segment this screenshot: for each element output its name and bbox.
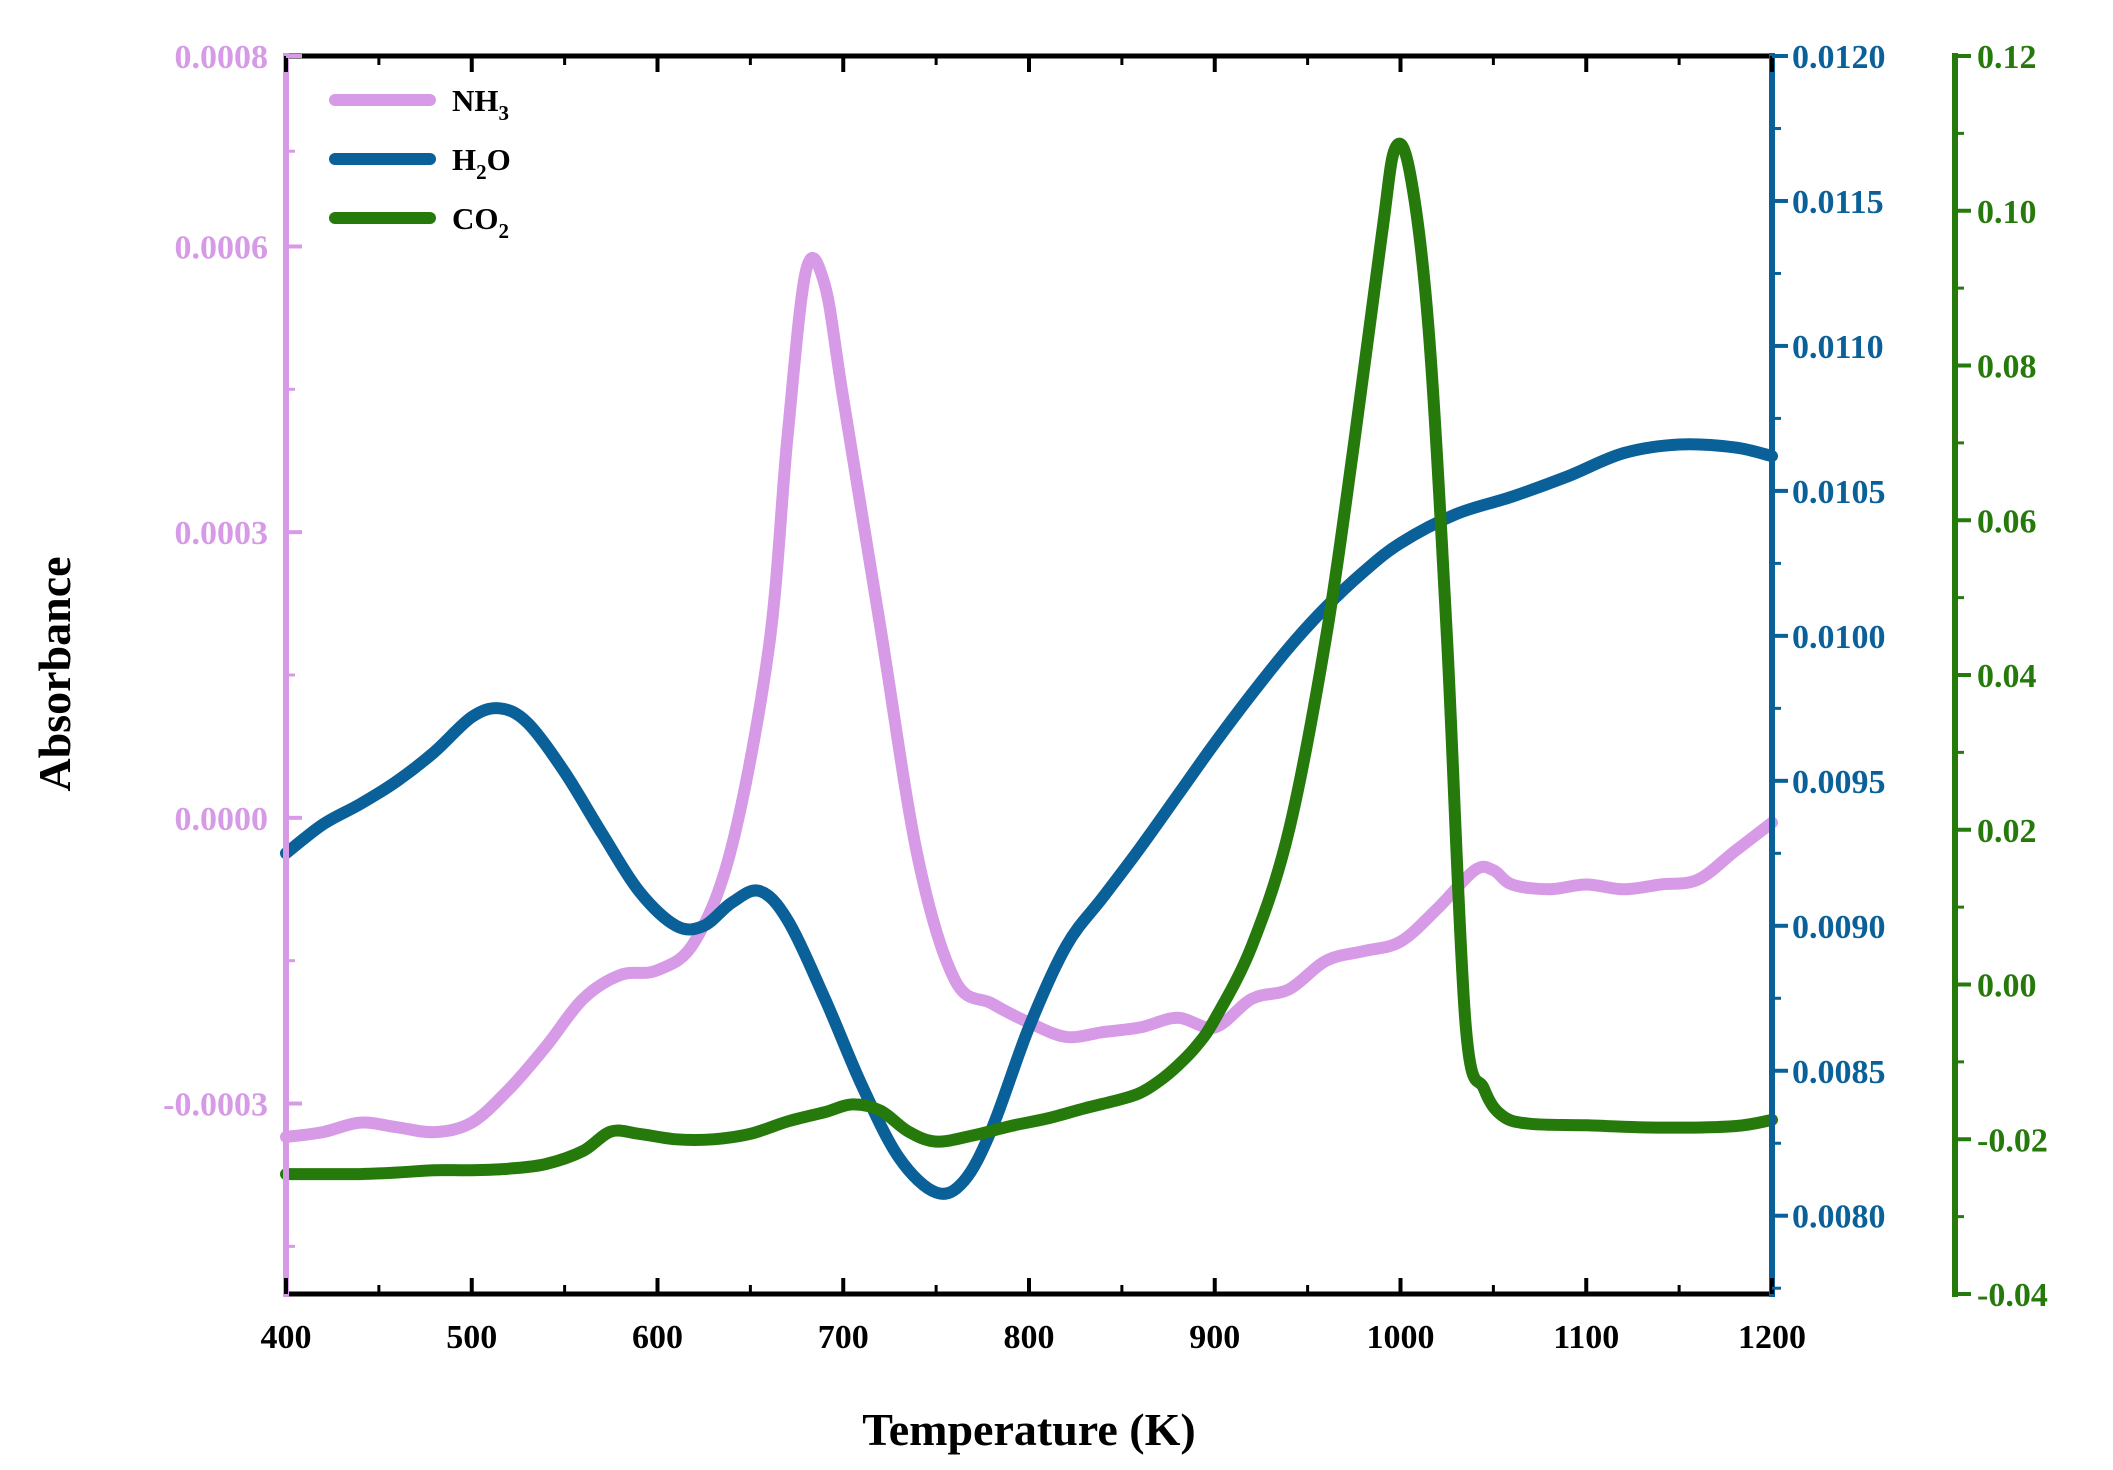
x-tick-label: 600: [632, 1319, 683, 1356]
h2o-tick-label: 0.0115: [1792, 184, 1884, 221]
x-axis-title: Temperature (K): [862, 1404, 1195, 1455]
plot-frame: [283, 53, 1958, 1297]
x-tick-label: 400: [261, 1319, 312, 1356]
co2-tick-label: 0.02: [1977, 813, 2037, 850]
h2o-tick-label: 0.0120: [1792, 39, 1886, 76]
x-tick-label: 1100: [1553, 1319, 1619, 1356]
x-tick-label: 900: [1189, 1319, 1240, 1356]
co2-tick-label: 0.00: [1977, 968, 2037, 1005]
h2o-tick-label: 0.0100: [1792, 619, 1886, 656]
legend: NH3 H2O CO2: [329, 83, 511, 243]
co2-tick-label: -0.04: [1977, 1277, 2048, 1314]
h2o-tick-label: 0.0095: [1792, 764, 1886, 801]
co2-tick-label: 0.06: [1977, 503, 2037, 540]
x-tick-label: 1200: [1738, 1319, 1806, 1356]
h2o-tick-label: 0.0110: [1792, 329, 1884, 366]
series-line-nh3: [280, 251, 1778, 1143]
nh3-tick-label: 0.0000: [175, 801, 269, 838]
x-tick-label: 800: [1004, 1319, 1055, 1356]
series-line-h2o: [280, 438, 1778, 1200]
nh3-tick-label: 0.0008: [175, 39, 269, 76]
h2o-tick-label: 0.0090: [1792, 909, 1886, 946]
legend-label-nh3: NH3: [452, 83, 509, 125]
series-line-co2: [280, 137, 1778, 1181]
co2-tick-label: 0.08: [1977, 349, 2037, 386]
x-tick-label: 700: [818, 1319, 869, 1356]
series-lines: [280, 137, 1778, 1200]
co2-tick-label: 0.04: [1977, 658, 2037, 695]
h2o-tick-label: 0.0080: [1792, 1199, 1886, 1236]
x-tick-label: 500: [446, 1319, 497, 1356]
co2-tick-label: 0.12: [1977, 39, 2037, 76]
nh3-tick-label: 0.0003: [175, 515, 269, 552]
legend-label-h2o: H2O: [452, 142, 511, 184]
h2o-tick-label: 0.0105: [1792, 474, 1886, 511]
h2o-tick-label: 0.0085: [1792, 1054, 1886, 1091]
co2-tick-label: 0.10: [1977, 194, 2037, 231]
nh3-tick-label: 0.0006: [175, 229, 269, 266]
axes: 400 500 600 700 800 900 1000 1100 1200 -0.0003 0.0…: [163, 39, 2048, 1356]
legend-label-co2: CO2: [452, 201, 509, 243]
nh3-tick-label: -0.0003: [163, 1087, 268, 1124]
co2-tick-label: -0.02: [1977, 1122, 2048, 1159]
y-axis-title: Absorbance: [29, 556, 80, 791]
x-tick-label: 1000: [1367, 1319, 1435, 1356]
